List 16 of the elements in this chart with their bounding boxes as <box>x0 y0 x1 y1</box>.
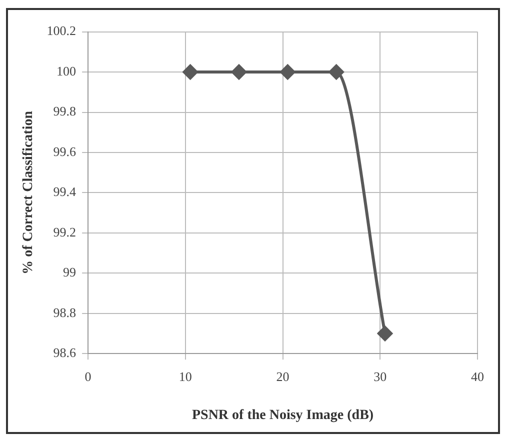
x-tick-label: 30 <box>374 368 387 384</box>
y-tick-label: 99.8 <box>53 104 76 119</box>
x-tick-label: 20 <box>276 368 290 384</box>
x-tick-label: 0 <box>84 368 92 384</box>
x-tick-label: 40 <box>471 368 484 384</box>
y-tick-label: 99.6 <box>53 144 77 159</box>
y-tick-label: 100 <box>56 63 76 78</box>
y-tick-label: 100.2 <box>46 23 76 38</box>
y-tick-label: 99.4 <box>53 184 77 200</box>
x-axis-title: PSNR of the Noisy Image (dB) <box>192 408 374 424</box>
y-tick-label: 98.8 <box>53 304 76 320</box>
y-tick-label: 99 <box>63 264 76 280</box>
y-tick-label: 98.6 <box>53 345 77 360</box>
y-tick-label: 99.2 <box>53 224 76 240</box>
x-tick-label: 10 <box>178 368 192 384</box>
y-axis-title: % of Correct Classification <box>21 110 36 274</box>
